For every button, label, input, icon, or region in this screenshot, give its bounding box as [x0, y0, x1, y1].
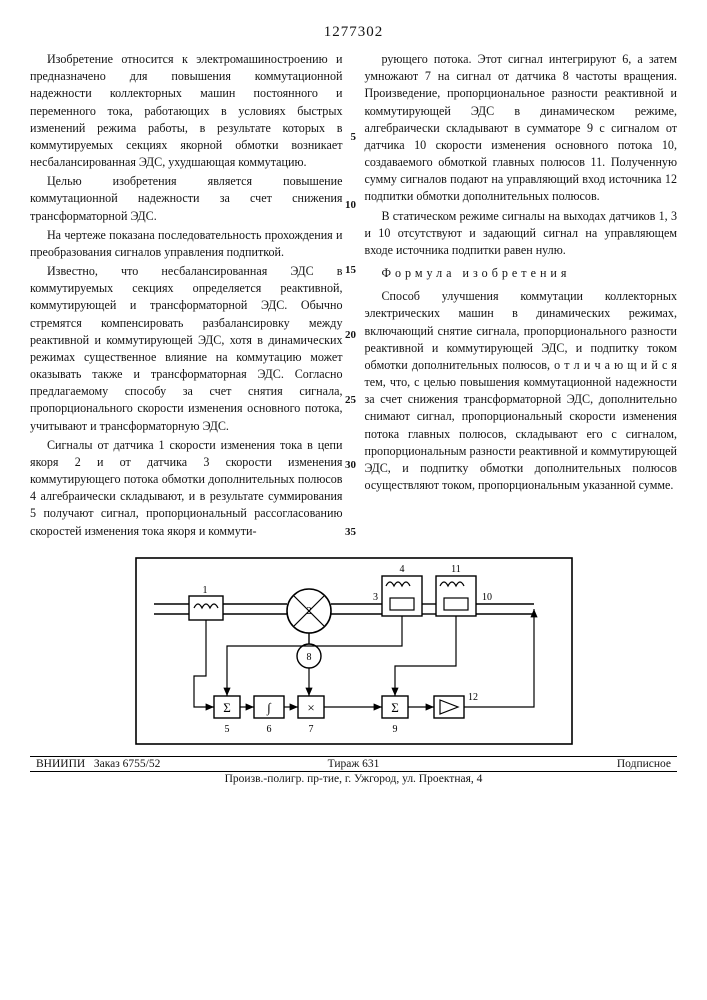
label-7: 7	[308, 724, 313, 735]
footer-order: ВНИИПИ Заказ 6755/52	[30, 758, 322, 770]
glyph-mult: ×	[307, 700, 314, 715]
line-no-25: 25	[342, 394, 356, 406]
line-no-35: 35	[342, 526, 356, 538]
coil-box-b: 11 10	[436, 564, 492, 616]
label-11: 11	[451, 564, 461, 575]
right-p2: В статическом режиме сигналы на выходах …	[365, 208, 678, 260]
footer-order-text: Заказ 6755/52	[94, 758, 161, 770]
footer: ВНИИПИ Заказ 6755/52 Тираж 631 Подписное…	[30, 756, 677, 785]
left-p1: Изобретение относится к электромашиностр…	[30, 51, 343, 171]
line-no-30: 30	[342, 459, 356, 471]
rotor: 2	[287, 589, 331, 633]
left-p5: Сигналы от датчика 1 скорости изменения …	[30, 437, 343, 540]
footer-org: ВНИИПИ	[36, 758, 85, 770]
glyph-sum2: Σ	[391, 700, 399, 715]
footer-sub: Подписное	[385, 758, 677, 770]
block-diagram: 1 2 8 4 3 11 10 Σ 5 ∫ 6	[134, 556, 574, 746]
left-p2: Целью изобретения является повышение ком…	[30, 173, 343, 225]
doc-number: 1277302	[30, 24, 677, 41]
label-12: 12	[468, 692, 478, 703]
line-no-20: 20	[342, 329, 356, 341]
footer-tirazh: Тираж 631	[322, 758, 386, 770]
tacho-sensor: 8	[297, 633, 321, 668]
footer-address: Произв.-полигр. пр-тие, г. Ужгород, ул. …	[30, 772, 677, 785]
label-8: 8	[306, 652, 311, 663]
label-4: 4	[399, 564, 404, 575]
line-no-10: 10	[342, 199, 356, 211]
line-no-5: 5	[342, 131, 356, 143]
formula-heading: Формула изобретения	[365, 265, 678, 282]
label-5: 5	[224, 724, 229, 735]
line-no-15: 15	[342, 264, 356, 276]
label-3: 3	[373, 592, 378, 603]
right-p3: Способ улучшения коммутации коллекторных…	[365, 288, 678, 494]
label-10: 10	[482, 592, 492, 603]
sum2: Σ 9	[382, 696, 408, 735]
glyph-sum1: Σ	[223, 700, 231, 715]
sensor-1: 1	[189, 585, 223, 620]
line-number-gutter: 5 10 15 20 25 30 35 Изобретение относитс…	[30, 51, 677, 542]
label-2: 2	[306, 605, 312, 617]
label-6: 6	[266, 724, 271, 735]
right-column: рующего потока. Этот сигнал интегрируют …	[365, 51, 678, 542]
left-p3: На чертеже показана последовательность п…	[30, 227, 343, 261]
integrator: ∫ 6	[254, 696, 284, 735]
left-p4: Известно, что несбалансированная ЭДС в к…	[30, 263, 343, 435]
left-column: Изобретение относится к электромашиностр…	[30, 51, 343, 542]
amplifier: 12	[434, 692, 478, 718]
label-9: 9	[392, 724, 397, 735]
coil-box-a: 4 3	[373, 564, 422, 616]
label-1: 1	[202, 585, 207, 596]
right-p1: рующего потока. Этот сигнал интегрируют …	[365, 51, 678, 206]
sum1: Σ 5	[214, 696, 240, 735]
multiplier: × 7	[298, 696, 324, 735]
